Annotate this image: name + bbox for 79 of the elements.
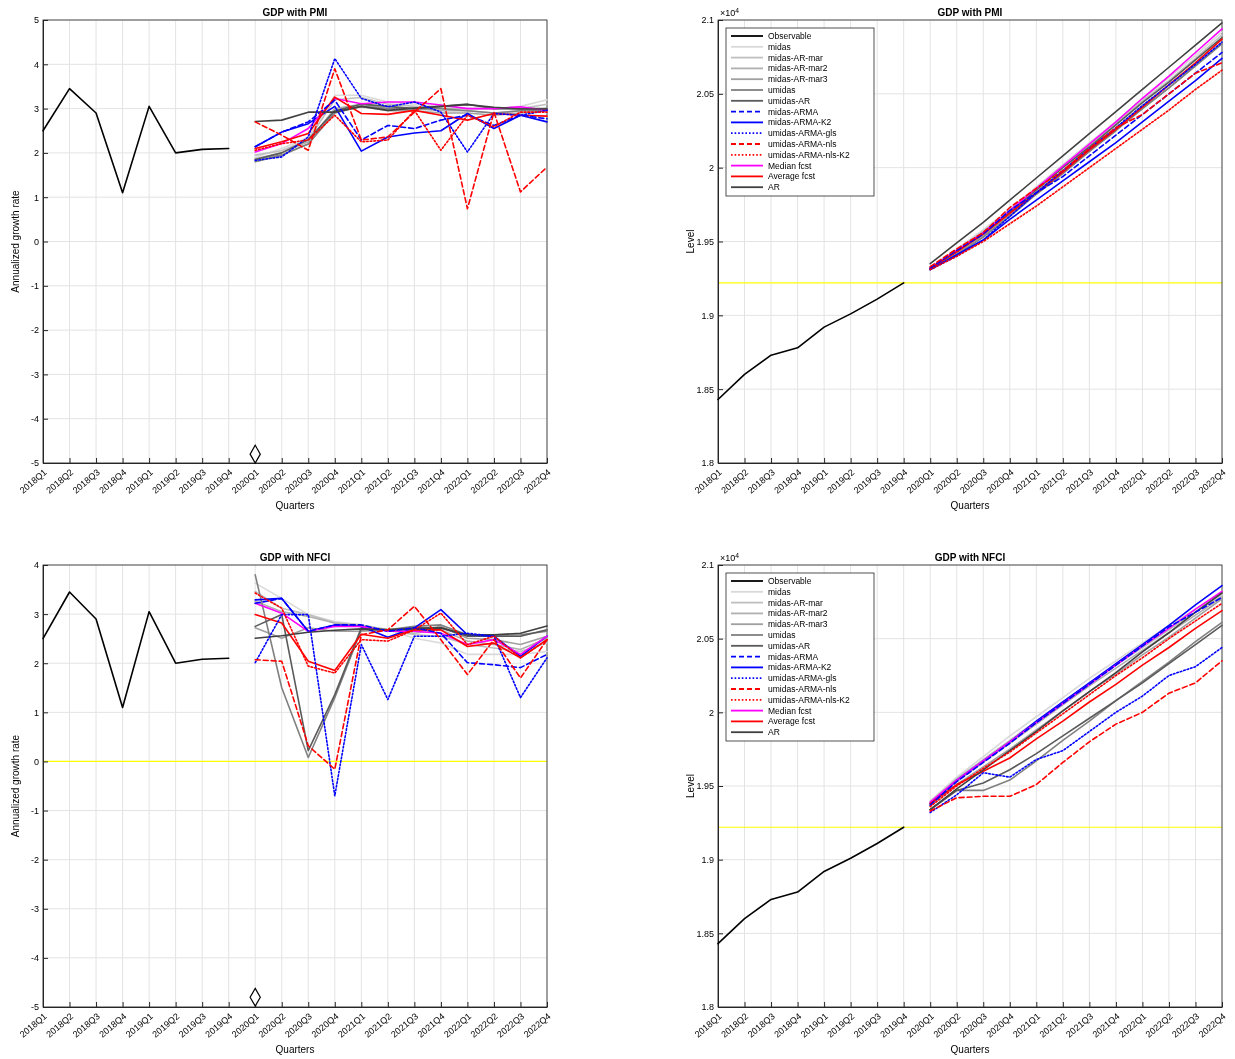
legend-label: midas-AR-mar <box>768 597 823 608</box>
y-tick-label: -5 <box>30 1002 39 1013</box>
legend-label: umidas <box>768 85 796 95</box>
legend-label: midas-AR-mar <box>768 52 823 63</box>
legend-label: umidas-AR <box>768 640 811 651</box>
y-tick-label: 4 <box>33 59 39 70</box>
y-tick-label: 2 <box>33 148 39 159</box>
legend-label: midas <box>768 586 791 597</box>
legend-label: midas-ARMA-K2 <box>768 117 832 128</box>
legend-label: midas-AR-mar2 <box>768 63 828 74</box>
y-tick-label: 1.95 <box>696 236 714 247</box>
legend-label: Median fcst <box>768 705 813 716</box>
y-tick-label: 2 <box>33 658 39 669</box>
chart-title: GDP with NFCI <box>934 552 1006 563</box>
legend-label: umidas-ARMA-nls-K2 <box>768 149 850 160</box>
chart-title: GDP with PMI <box>262 7 328 18</box>
legend-label: midas-AR-mar2 <box>768 608 828 619</box>
y-tick-label: -3 <box>30 904 39 915</box>
y-tick-label: 3 <box>33 103 39 114</box>
legend-label: midas <box>768 41 791 52</box>
legend-label: midas-ARMA-K2 <box>768 662 832 673</box>
chart-title: GDP with PMI <box>937 7 1003 18</box>
legend-label: Average fcst <box>768 716 816 727</box>
y-tick-label: -3 <box>30 369 39 380</box>
legend-label: umidas-AR <box>768 95 811 106</box>
x-axis-title: Quarters <box>275 500 315 511</box>
y-tick-label: 0 <box>33 236 39 247</box>
y-tick-label: 1.85 <box>696 384 714 395</box>
legend-label: midas-ARMA <box>768 106 819 117</box>
legend-label: midas-AR-mar3 <box>768 619 828 630</box>
y-tick-label: -2 <box>30 325 39 336</box>
legend-label: midas-ARMA <box>768 651 819 662</box>
y-tick-label: -4 <box>30 953 39 964</box>
y-tick-label: 2 <box>708 163 714 174</box>
y-tick-label: 2.1 <box>701 560 714 571</box>
x-axis-title: Quarters <box>950 500 990 511</box>
y-tick-label: 2.05 <box>696 89 714 100</box>
y-tick-label: 1 <box>33 707 39 718</box>
y-tick-label: 1.8 <box>701 1002 714 1013</box>
y-axis-title: Annualized growth rate <box>10 734 21 838</box>
y-tick-label: -4 <box>30 414 39 425</box>
y-tick-label: -5 <box>30 458 39 469</box>
y-tick-label: 2.05 <box>696 634 714 645</box>
legend-label: AR <box>768 727 780 738</box>
y-axis-title: Annualized growth rate <box>10 189 21 293</box>
legend-label: AR <box>768 182 780 193</box>
y-tick-label: -2 <box>30 855 39 866</box>
y-tick-label: 2 <box>708 707 714 718</box>
legend-label: umidas-ARMA-nls <box>768 139 837 149</box>
legend-label: umidas-ARMA-nls-K2 <box>768 694 850 705</box>
x-axis-title: Quarters <box>950 1044 990 1055</box>
legend-label: Average fcst <box>768 171 816 182</box>
legend-label: Median fcst <box>768 160 813 171</box>
y-tick-label: 3 <box>33 609 39 620</box>
y-tick-label: 1.85 <box>696 928 714 939</box>
text: ×10$^{4}$ <box>720 551 740 563</box>
y-tick-label: 2.1 <box>701 15 714 26</box>
y-tick-label: 1.95 <box>696 781 714 792</box>
y-tick-label: 1.8 <box>701 458 714 469</box>
y-tick-label: 5 <box>33 15 39 26</box>
y-tick-label: 4 <box>33 560 39 571</box>
legend-label: umidas-ARMA-gls <box>768 673 837 684</box>
y-tick-label: 0 <box>33 756 39 767</box>
legend-label: Observable <box>768 31 812 41</box>
chart-title: GDP with NFCI <box>259 552 331 563</box>
y-axis-title: Level <box>685 229 696 254</box>
x-axis-title: Quarters <box>275 1044 315 1055</box>
y-tick-label: 1.9 <box>701 310 714 321</box>
y-tick-label: -1 <box>30 805 39 816</box>
y-tick-label: 1 <box>33 192 39 203</box>
legend-label: Observable <box>768 576 812 586</box>
legend-label: umidas-ARMA-gls <box>768 128 837 139</box>
legend-label: midas-AR-mar3 <box>768 74 828 85</box>
y-tick-label: -1 <box>30 281 39 292</box>
y-tick-label: 1.9 <box>701 855 714 866</box>
text: ×10$^{4}$ <box>720 6 740 18</box>
legend-label: umidas <box>768 630 796 640</box>
legend-label: umidas-ARMA-nls <box>768 684 837 694</box>
y-axis-title: Level <box>685 774 696 798</box>
